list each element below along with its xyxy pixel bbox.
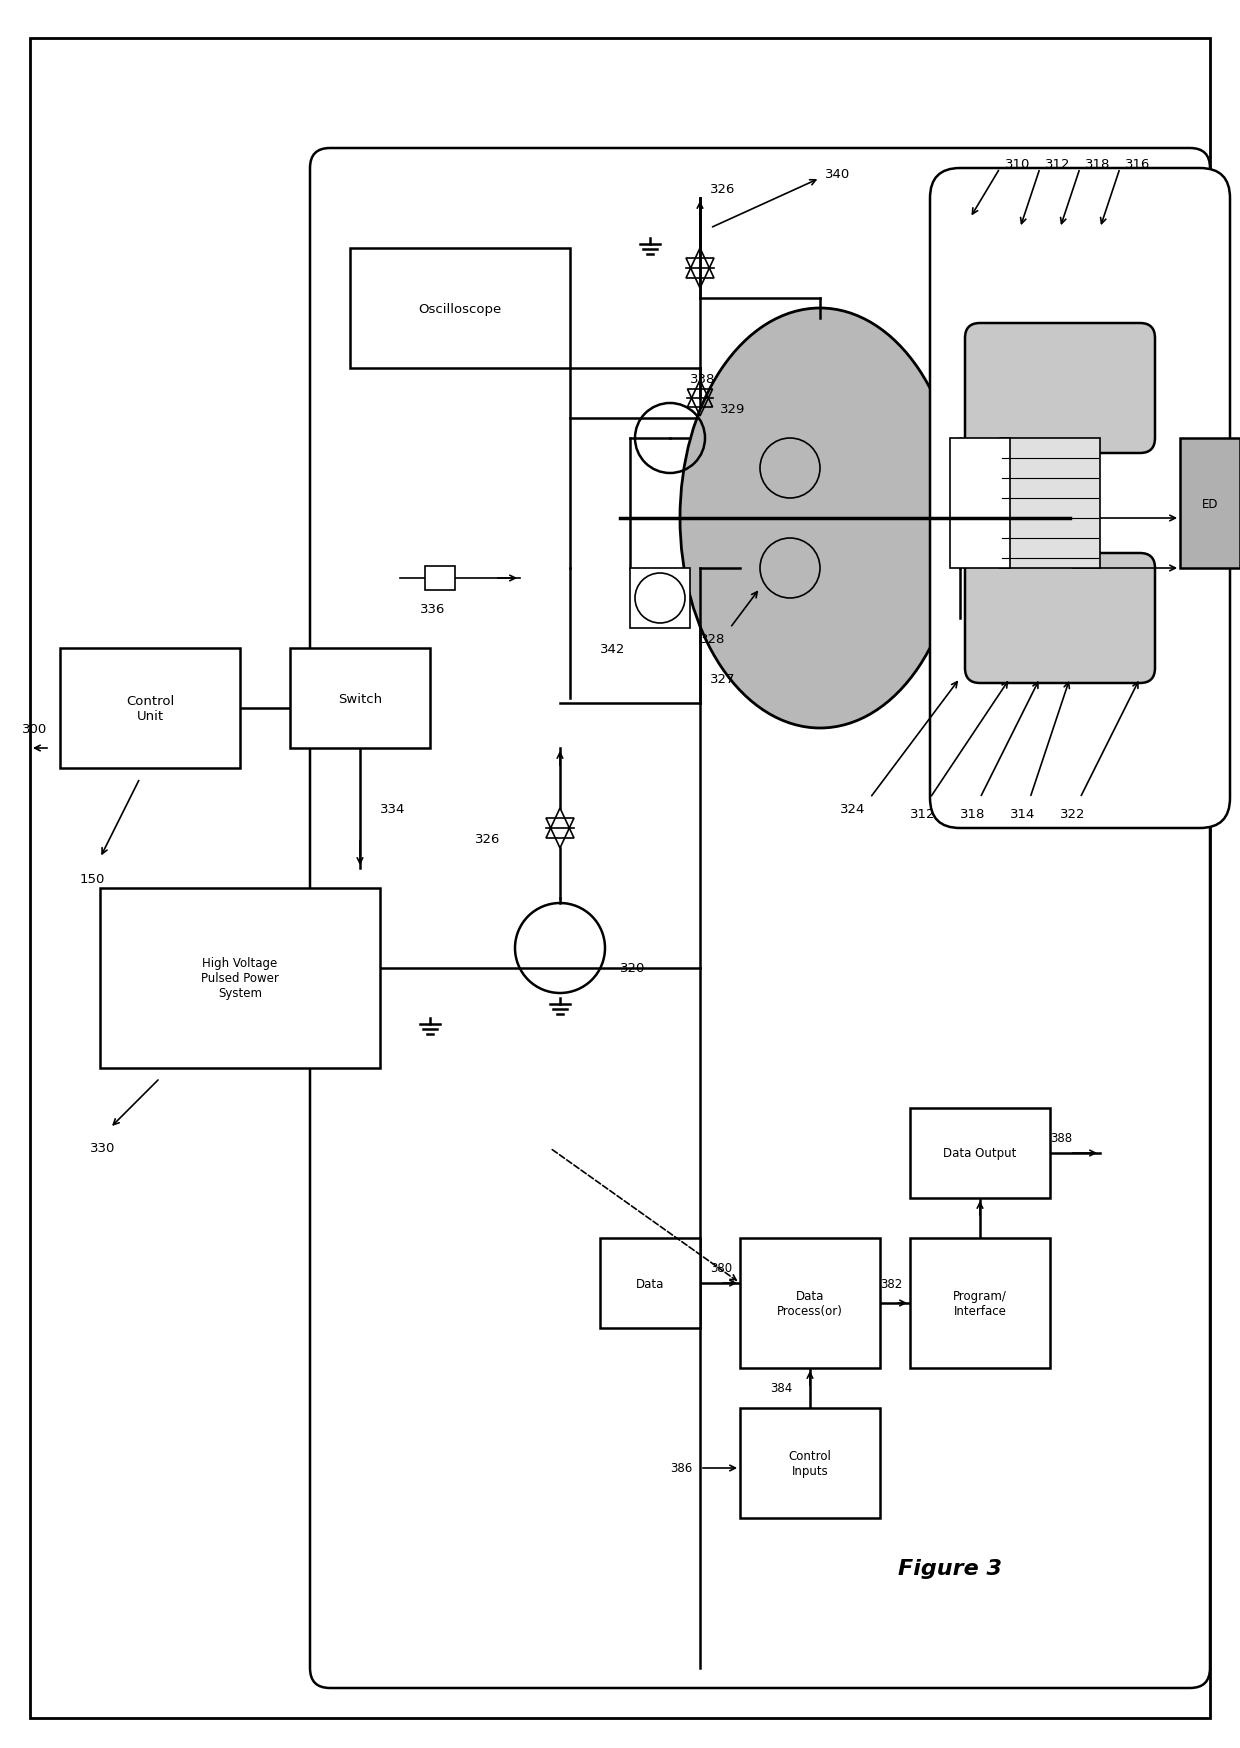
Bar xyxy=(350,248,570,369)
Text: 322: 322 xyxy=(1060,808,1085,820)
Text: 338: 338 xyxy=(689,372,715,385)
FancyBboxPatch shape xyxy=(965,323,1154,454)
Bar xyxy=(740,1238,880,1369)
Text: ED: ED xyxy=(1202,496,1218,510)
Text: 330: 330 xyxy=(91,1141,115,1155)
Text: Data Output: Data Output xyxy=(944,1147,1017,1161)
Text: 336: 336 xyxy=(420,601,445,615)
Text: 342: 342 xyxy=(600,642,625,656)
Text: 329: 329 xyxy=(720,402,745,416)
FancyBboxPatch shape xyxy=(965,554,1154,683)
Bar xyxy=(630,568,689,629)
Text: Switch: Switch xyxy=(339,692,382,704)
Text: 314: 314 xyxy=(1011,808,1035,820)
Text: 327: 327 xyxy=(711,673,735,685)
Text: 340: 340 xyxy=(825,168,851,180)
Text: 312: 312 xyxy=(1045,157,1070,170)
Text: 380: 380 xyxy=(711,1262,732,1274)
Text: Control
Inputs: Control Inputs xyxy=(789,1449,832,1477)
Text: 320: 320 xyxy=(620,961,645,975)
Text: 328: 328 xyxy=(701,633,725,645)
Text: 318: 318 xyxy=(1085,157,1110,170)
Bar xyxy=(425,566,455,591)
Text: 310: 310 xyxy=(1004,157,1030,170)
Text: 324: 324 xyxy=(839,802,866,815)
Text: 2: 2 xyxy=(649,593,656,605)
Text: 334: 334 xyxy=(379,802,405,815)
Text: High Voltage
Pulsed Power
System: High Voltage Pulsed Power System xyxy=(201,956,279,1000)
Bar xyxy=(1180,439,1240,568)
Text: 326: 326 xyxy=(475,832,500,844)
Text: Data: Data xyxy=(636,1276,665,1290)
Text: 312: 312 xyxy=(910,808,935,820)
Text: Control
Unit: Control Unit xyxy=(126,694,174,722)
Text: Program/
Interface: Program/ Interface xyxy=(954,1290,1007,1318)
Text: 382: 382 xyxy=(880,1276,903,1290)
Bar xyxy=(740,1409,880,1517)
Text: 318: 318 xyxy=(960,808,986,820)
Text: Figure 3: Figure 3 xyxy=(898,1557,1002,1578)
Bar xyxy=(910,1108,1050,1199)
Text: Data
Process(or): Data Process(or) xyxy=(777,1290,843,1318)
Text: 150: 150 xyxy=(81,872,105,884)
FancyBboxPatch shape xyxy=(930,170,1230,829)
Bar xyxy=(290,649,430,748)
Bar xyxy=(999,439,1100,568)
Text: 326: 326 xyxy=(711,182,735,196)
Text: 388: 388 xyxy=(1050,1133,1073,1145)
Bar xyxy=(600,1238,701,1328)
FancyBboxPatch shape xyxy=(310,149,1210,1689)
Text: 386: 386 xyxy=(670,1461,692,1475)
Text: Oscilloscope: Oscilloscope xyxy=(418,302,502,315)
Text: 384: 384 xyxy=(770,1381,792,1395)
Text: 316: 316 xyxy=(1125,157,1151,170)
Bar xyxy=(100,888,379,1068)
Bar xyxy=(60,649,241,769)
Ellipse shape xyxy=(680,309,960,729)
Text: 300: 300 xyxy=(22,722,47,736)
Bar xyxy=(950,439,1011,568)
Bar xyxy=(910,1238,1050,1369)
